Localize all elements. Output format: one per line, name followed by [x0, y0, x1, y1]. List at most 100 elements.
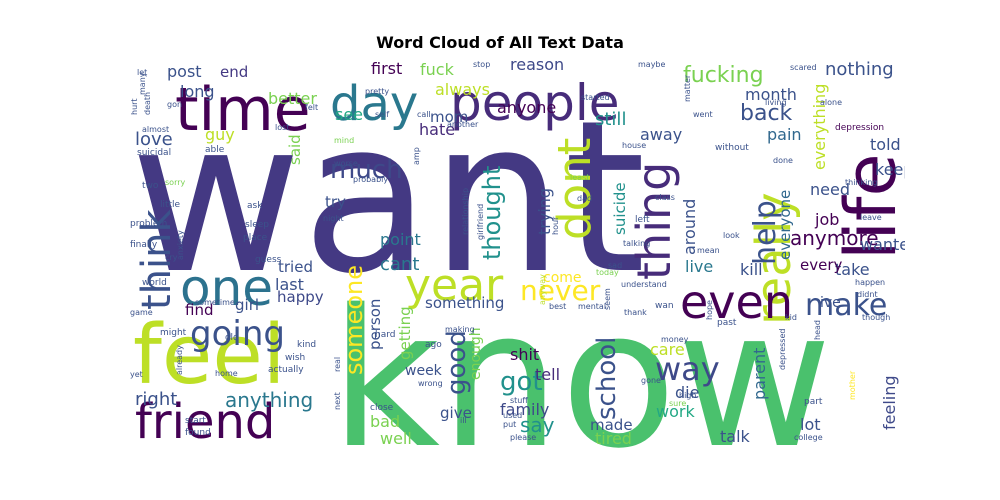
word-dont: dont	[548, 138, 601, 240]
word-mean: mean	[697, 246, 720, 255]
word-head: head	[813, 320, 822, 340]
word-least: least	[570, 173, 589, 182]
word-made: made	[590, 416, 633, 434]
word-problem: problem	[130, 219, 167, 229]
word-depressed: depressed	[778, 329, 787, 370]
word-actually: actually	[268, 365, 304, 375]
word-probably: probably	[353, 175, 388, 184]
word-around: around	[680, 199, 699, 255]
word-make: make	[805, 288, 887, 323]
word-got: got	[500, 367, 543, 397]
chart-title: Word Cloud of All Text Data	[376, 33, 624, 52]
word-need: need	[810, 180, 850, 199]
word-people: people	[450, 74, 619, 132]
word-away: away	[640, 125, 682, 144]
word-still: still	[595, 109, 626, 130]
word-find: find	[185, 301, 213, 319]
word-cry: cry	[165, 253, 178, 262]
word-little: little	[160, 200, 181, 210]
word-ago: ago	[425, 340, 442, 350]
word-started: started	[581, 93, 610, 102]
word-call: call	[417, 110, 431, 119]
word-sometime: sometime	[195, 298, 235, 307]
word-back: back	[740, 101, 793, 126]
word-mom: mom	[430, 108, 468, 126]
word-time: time	[175, 75, 311, 145]
word-wanted: wanted	[860, 235, 905, 254]
word-live: live	[685, 257, 713, 276]
word-worse: worse	[334, 159, 358, 168]
word-reason: reason	[510, 60, 564, 74]
word-try: try	[325, 193, 346, 211]
word-pain: pain	[767, 125, 802, 144]
word-good: good	[442, 330, 472, 395]
word-know: know	[330, 269, 832, 450]
word-happy: happy	[277, 288, 324, 306]
word-everything: everything	[810, 84, 829, 170]
word-never: never	[520, 274, 601, 307]
word-anymore: anymore	[790, 226, 879, 250]
word-though: though	[862, 313, 890, 322]
word-anyone: anyone	[497, 98, 556, 117]
word-thought: thought	[478, 166, 506, 260]
word-girlfriend: girlfriend	[476, 204, 485, 240]
word-depression: depression	[835, 123, 884, 133]
word-money: money	[661, 335, 689, 344]
word-year: year	[405, 260, 504, 311]
word-almost: almost	[142, 125, 169, 134]
word-mind: mind	[334, 136, 354, 145]
word-think: think	[134, 209, 180, 311]
word-tried: tried	[278, 258, 313, 276]
word-class: class	[655, 193, 675, 202]
word-said: said	[286, 134, 304, 165]
word-life: life	[830, 153, 905, 260]
word-guy: guy	[205, 125, 235, 144]
word-ill: ill	[460, 416, 467, 425]
word-guess: guess	[255, 255, 282, 265]
word-everyone: everyone	[776, 190, 794, 260]
word-friend: friend	[135, 394, 275, 450]
word-tell: tell	[535, 365, 560, 384]
word-love: love	[135, 129, 173, 150]
word-school: school	[592, 337, 622, 420]
word-keep: keep	[875, 160, 905, 179]
word-already: already	[175, 345, 184, 375]
word-house: house	[622, 141, 646, 150]
word-used: used	[503, 411, 522, 420]
word-start: start	[185, 416, 206, 426]
word-dad: dad	[577, 194, 592, 203]
word-one: one	[180, 259, 273, 317]
word-yet: yet	[130, 370, 143, 379]
word-talk: talk	[720, 427, 751, 446]
word-care: care	[650, 340, 685, 359]
word-cant: cant	[380, 254, 419, 275]
word-month: month	[745, 85, 797, 104]
word-better: better	[268, 89, 317, 108]
word-another: another	[447, 120, 479, 129]
word-wan: wan	[655, 301, 674, 311]
word-end: end	[220, 63, 248, 81]
word-want: want	[130, 75, 646, 320]
word-much: much	[330, 155, 403, 185]
word-right: right	[135, 389, 177, 410]
word-close: close	[370, 403, 394, 413]
word-felt: felt	[305, 103, 318, 112]
word-enough: enough	[468, 327, 484, 380]
word-real: real	[333, 357, 342, 372]
word-gone: gone	[641, 376, 661, 385]
word-come: come	[543, 270, 582, 286]
word-thank: thank	[624, 308, 647, 317]
word-going: going	[190, 314, 285, 354]
word-well: well	[380, 429, 412, 448]
word-making: making	[445, 325, 475, 334]
word-work: work	[656, 402, 695, 421]
word-done: done	[773, 156, 793, 165]
word-wish: wish	[285, 353, 305, 363]
word-getting: getting	[396, 306, 414, 360]
word-person: person	[366, 299, 384, 350]
word-wrong: wrong	[418, 379, 443, 388]
word-went: went	[693, 110, 713, 119]
word-girl: girl	[235, 296, 259, 314]
word-next: next	[333, 392, 342, 410]
